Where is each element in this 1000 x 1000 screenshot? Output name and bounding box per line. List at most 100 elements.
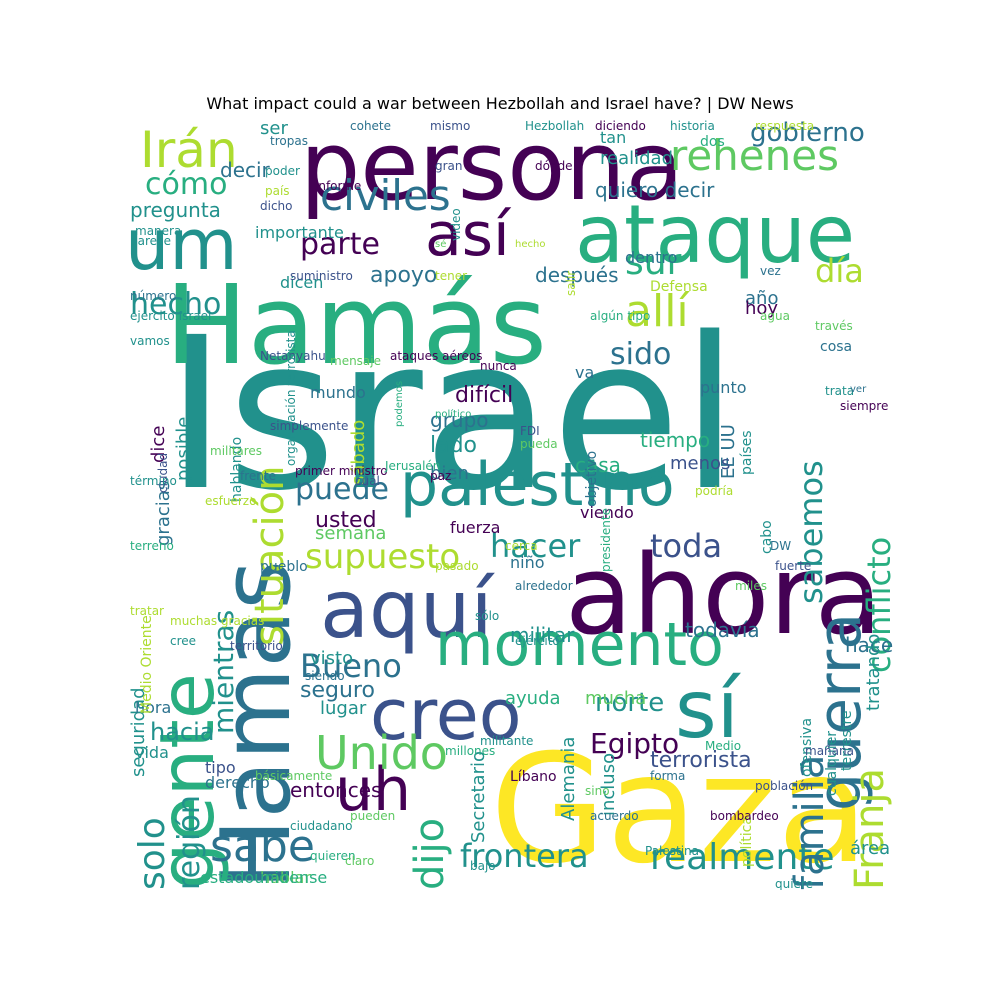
cloud-word: hablar	[260, 868, 311, 887]
cloud-word: vamos	[130, 334, 170, 348]
cloud-word: bajo	[470, 859, 496, 873]
cloud-word: Hamás	[165, 261, 547, 389]
cloud-word: ver	[850, 384, 867, 395]
cloud-word: territorio	[230, 639, 283, 653]
cloud-word: suministro	[290, 269, 353, 283]
cloud-word: mismo	[430, 120, 471, 133]
cloud-word: dos	[700, 134, 725, 150]
cloud-word: pueblo	[260, 559, 308, 575]
cloud-word: paz	[430, 469, 452, 483]
cloud-word: nunca	[480, 359, 517, 373]
cloud-word: pregunta	[130, 198, 221, 222]
cloud-word: estadounidense	[200, 868, 328, 887]
cloud-word: podemos	[394, 380, 405, 427]
cloud-word: cerca	[505, 539, 538, 553]
cloud-word: mientras	[207, 609, 240, 734]
cloud-word: países	[739, 430, 755, 475]
cloud-word: Hezbollah	[525, 120, 585, 133]
cloud-word: ayuda	[505, 688, 561, 709]
cloud-word: derecho	[205, 773, 270, 792]
cloud-word: DW	[770, 539, 792, 553]
cloud-word: Alemania	[558, 736, 579, 821]
cloud-word: político	[435, 409, 472, 420]
cloud-word: quiere	[775, 877, 813, 890]
cloud-word: manera	[135, 224, 182, 238]
cloud-word: algún tipo	[590, 309, 651, 323]
cloud-word: Palestina	[645, 844, 700, 858]
cloud-word: hacia	[150, 718, 215, 746]
cloud-word: millones	[445, 744, 496, 758]
cloud-word: seguro	[300, 678, 375, 703]
cloud-word: grupo	[430, 408, 489, 432]
cloud-word: hecho	[515, 239, 546, 250]
cloud-word: día	[815, 252, 864, 290]
cloud-word: siempre	[840, 399, 889, 413]
cloud-word: sabemos	[792, 460, 830, 604]
cloud-word: terrestre	[839, 710, 855, 771]
cloud-word: miles	[735, 579, 767, 593]
cloud-word: rehenes	[670, 131, 839, 180]
cloud-word: toda	[650, 527, 723, 565]
cloud-word: bien	[430, 463, 469, 484]
cloud-word: historia	[670, 120, 715, 133]
cloud-word: viendo	[580, 503, 634, 522]
cloud-word: tratando	[863, 633, 884, 711]
cloud-word: dónde	[535, 159, 573, 173]
cloud-word: dentro	[625, 248, 678, 267]
cloud-word: área	[850, 838, 891, 859]
cloud-word: ser	[260, 120, 288, 139]
cloud-word: creo	[370, 674, 522, 756]
cloud-word: cree	[170, 634, 197, 648]
cloud-word: terrorista	[650, 748, 752, 773]
cloud-word: número	[130, 289, 177, 303]
cloud-word: civiles	[320, 171, 451, 220]
cloud-word: cómo	[145, 167, 228, 202]
cloud-word: tan	[600, 128, 627, 147]
cloud-word: decir	[220, 158, 270, 182]
cloud-word: ejército Israel	[130, 309, 212, 323]
cloud-word: tratar	[130, 604, 164, 618]
cloud-word: poder	[265, 164, 300, 178]
cloud-word: frontera	[460, 837, 589, 875]
cloud-word: fuerza	[450, 518, 501, 537]
cloud-word: bombardeo	[710, 809, 779, 823]
cloud-word: norte	[595, 688, 665, 718]
cloud-word: terreno	[130, 539, 174, 553]
cloud-word: puede	[295, 472, 390, 507]
cloud-word: ataques aéreos	[390, 349, 483, 363]
cloud-word: importante	[255, 223, 344, 242]
cloud-word: dijo	[407, 817, 453, 890]
cloud-word: respuesta	[755, 120, 815, 133]
cloud-word: siendo	[305, 669, 345, 683]
cloud-word: cosa	[820, 339, 853, 355]
cloud-word: tener	[435, 269, 468, 283]
cloud-word: sé	[435, 239, 447, 250]
cloud-word: mundo	[310, 383, 366, 402]
cloud-word: gran	[435, 159, 463, 173]
cloud-word: tiempo	[640, 428, 711, 452]
cloud-word: población	[755, 779, 814, 793]
cloud-word: forma	[650, 769, 686, 783]
cloud-word: difícil	[455, 383, 514, 408]
cloud-word: um	[125, 204, 238, 286]
cloud-word: sabe	[210, 821, 315, 872]
cloud-word: niño	[510, 553, 545, 572]
cloud-word: pueden	[350, 809, 396, 823]
cloud-word: tipo	[205, 758, 236, 777]
cloud-word: realmente	[650, 837, 835, 878]
cloud-word: trata	[825, 384, 855, 398]
cloud-word: término	[130, 474, 177, 488]
cloud-word: Egipto	[590, 727, 680, 760]
cloud-word: tropas	[270, 134, 308, 148]
cloud-word: acuerdo	[590, 809, 639, 823]
cloud-word: lado	[430, 433, 478, 458]
cloud-word: todavía	[685, 618, 760, 642]
cloud-word: cohete	[350, 120, 392, 133]
cloud-word: militante	[480, 734, 534, 748]
cloud-word: salir	[564, 270, 578, 296]
cloud-word: política	[739, 816, 755, 867]
cloud-word: realidad	[600, 148, 673, 169]
cloud-word: informe	[315, 179, 362, 193]
cloud-word: aquí	[320, 563, 493, 656]
cloud-word: esfuerzo	[205, 494, 257, 508]
